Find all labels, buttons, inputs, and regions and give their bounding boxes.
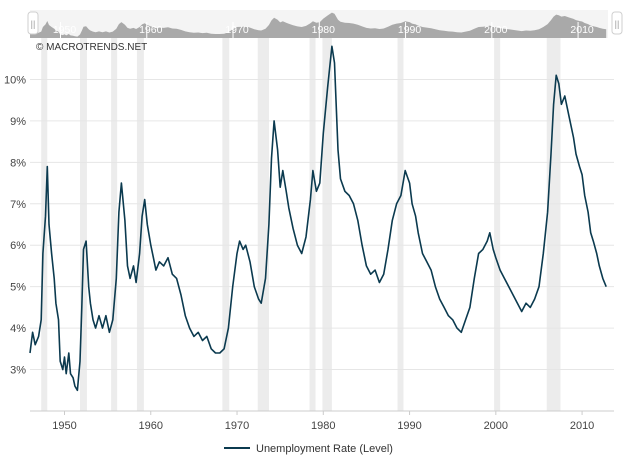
- navigator-tick-label: 2010: [570, 24, 594, 36]
- navigator-mini-area: [30, 12, 607, 38]
- navigator-tick-label: 1970: [225, 24, 249, 36]
- navigator-tick-label: 1990: [398, 24, 422, 36]
- y-tick-label: 4%: [10, 323, 26, 335]
- y-tick-label: 7%: [10, 199, 26, 211]
- recession-band: [257, 38, 269, 411]
- y-tick-label: 8%: [10, 157, 26, 169]
- navigator-tick-label: 1960: [139, 24, 163, 36]
- recession-band: [397, 38, 404, 411]
- recession-band: [80, 38, 87, 411]
- recession-band: [309, 38, 316, 411]
- x-tick-label: 1980: [311, 420, 335, 432]
- recession-band: [222, 38, 230, 411]
- navigator-left-handle[interactable]: ||: [27, 11, 39, 35]
- plot-area: 3% 4% 5% 6% 7% 8% 9% 10% 1950 1960 1970 1980 1990 20…: [4, 38, 614, 432]
- plot-background: [30, 38, 614, 411]
- x-tick-label: 1990: [397, 420, 421, 432]
- x-axis: 1950 1960 1970 1980 1990 2000 2010: [30, 410, 614, 432]
- handle-glyph-right: ||: [615, 19, 620, 29]
- recession-band: [322, 38, 332, 411]
- navigator-tick-label: 2000: [484, 24, 508, 36]
- y-tick-label: 3%: [10, 365, 26, 377]
- handle-glyph-left: ||: [31, 19, 36, 29]
- navigator-tick-label: 1950: [53, 24, 77, 36]
- y-tick-label: 6%: [10, 240, 26, 252]
- x-tick-label: 2000: [484, 420, 508, 432]
- recession-band: [136, 38, 144, 411]
- navigator-tick-label: 1980: [312, 24, 336, 36]
- unemployment-rate-line: [29, 45, 607, 392]
- y-axis: 3% 4% 5% 6% 7% 8% 9% 10%: [4, 74, 26, 376]
- legend-label: Unemployment Rate (Level): [256, 443, 393, 455]
- watermark: © MACROTRENDS.NET: [36, 42, 147, 53]
- y-tick-label: 5%: [10, 282, 26, 294]
- recession-band: [546, 38, 561, 411]
- navigator-ticks: 1950 1960 1970 1980 1990 2000 2010: [53, 22, 594, 38]
- recession-band: [494, 38, 501, 411]
- navigator-right-handle[interactable]: ||: [611, 11, 623, 35]
- legend[interactable]: Unemployment Rate (Level): [224, 443, 393, 455]
- x-tick-label: 1960: [139, 420, 163, 432]
- x-tick-label: 2010: [570, 420, 594, 432]
- x-tick-label: 1970: [225, 420, 249, 432]
- y-tick-label: 10%: [4, 74, 26, 86]
- range-navigator[interactable]: 1950 1960 1970 1980 1990 2000 2010 || ||: [27, 10, 623, 38]
- y-tick-label: 9%: [10, 116, 26, 128]
- recession-band: [111, 38, 118, 411]
- x-tick-label: 1950: [52, 420, 76, 432]
